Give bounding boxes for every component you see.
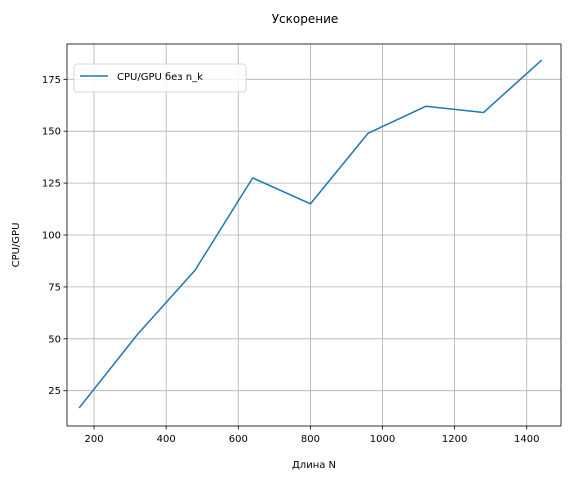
legend-label: CPU/GPU без n_k bbox=[117, 72, 203, 83]
y-tick-label: 175 bbox=[42, 75, 61, 86]
x-tick-label: 1400 bbox=[514, 434, 539, 445]
grid bbox=[67, 44, 561, 426]
y-tick-label: 25 bbox=[48, 386, 61, 397]
y-tick-label: 125 bbox=[42, 179, 61, 190]
series-layer bbox=[78, 59, 543, 409]
x-tick-label: 800 bbox=[301, 434, 320, 445]
y-tick-label: 100 bbox=[42, 231, 61, 242]
y-axis-label: CPU/GPU bbox=[11, 223, 22, 268]
x-axis-label: Длина N bbox=[292, 460, 336, 471]
legend: CPU/GPU без n_k bbox=[73, 63, 247, 93]
x-tick-label: 400 bbox=[157, 434, 176, 445]
chart-title: Ускорение bbox=[272, 12, 339, 26]
legend-box bbox=[73, 63, 247, 93]
ticks: 200 400 600 800 1000 1200 1400 25 50 75 100 125 150 1… bbox=[42, 75, 540, 445]
y-tick-label: 150 bbox=[42, 127, 61, 138]
y-tick-label: 75 bbox=[48, 282, 61, 293]
x-tick-label: 200 bbox=[84, 434, 103, 445]
x-tick-label: 600 bbox=[229, 434, 248, 445]
y-tick-label: 50 bbox=[48, 334, 61, 345]
x-tick-label: 1200 bbox=[442, 434, 467, 445]
x-tick-label: 1000 bbox=[370, 434, 395, 445]
